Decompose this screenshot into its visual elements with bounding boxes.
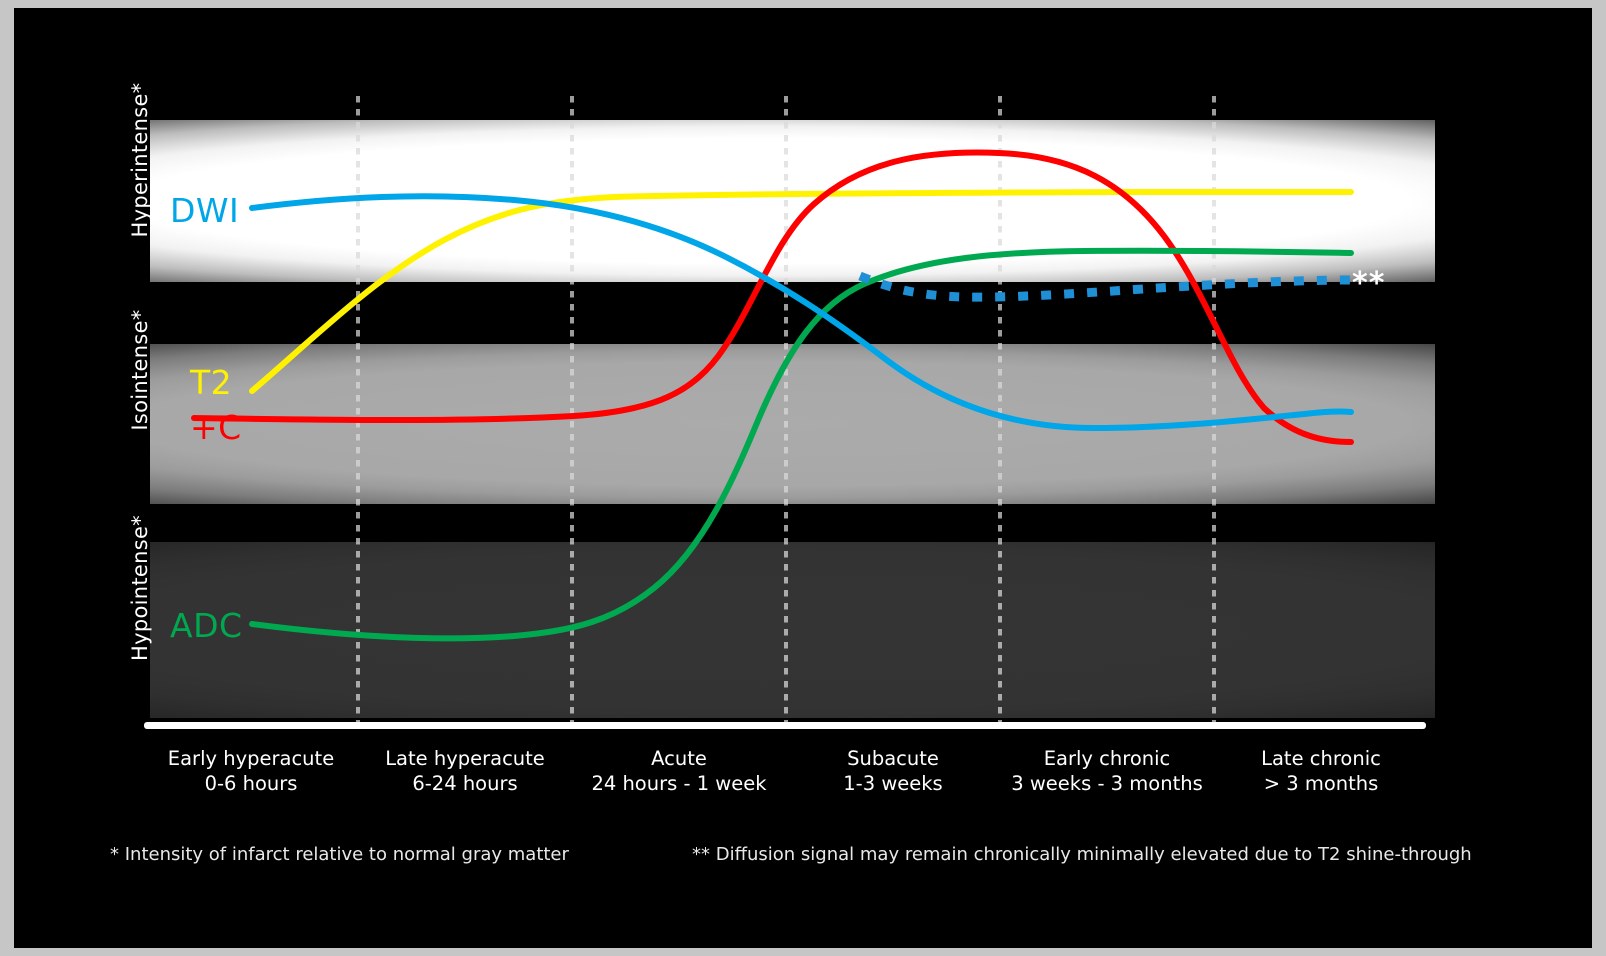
x-category-range: 0-6 hours bbox=[204, 772, 298, 795]
y-axis-label-hypointense: Hypointense* bbox=[128, 515, 152, 661]
footnote-double-star: ** Diffusion signal may remain chronical… bbox=[692, 844, 1472, 865]
intensity-band-isointense bbox=[150, 344, 1435, 504]
footnote-single-star: * Intensity of infarct relative to norma… bbox=[110, 844, 569, 865]
intensity-band-hyperintense bbox=[150, 120, 1435, 282]
x-category-range: 3 weeks - 3 months bbox=[1011, 772, 1203, 795]
y-axis-label-isointense: Isointense* bbox=[128, 309, 152, 431]
x-category-name: Subacute bbox=[847, 747, 939, 770]
x-category-range: 24 hours - 1 week bbox=[591, 772, 767, 795]
x-category-name: Late hyperacute bbox=[385, 747, 545, 770]
series-label-post-contrast: +C bbox=[190, 408, 242, 447]
gridline-1 bbox=[356, 96, 360, 722]
x-category-acute: Acute 24 hours - 1 week bbox=[572, 746, 786, 796]
x-category-name: Early hyperacute bbox=[167, 747, 335, 770]
x-category-subacute: Subacute 1-3 weeks bbox=[786, 746, 1000, 796]
x-category-name: Early chronic bbox=[1043, 747, 1171, 770]
x-category-early-chronic: Early chronic 3 weeks - 3 months bbox=[1000, 746, 1214, 796]
gridline-4 bbox=[998, 96, 1002, 722]
x-category-range: > 3 months bbox=[1263, 772, 1379, 795]
x-category-name: Late chronic bbox=[1261, 747, 1381, 770]
x-category-late-chronic: Late chronic > 3 months bbox=[1214, 746, 1428, 796]
series-label-dwi: DWI bbox=[170, 191, 240, 230]
gridline-2 bbox=[570, 96, 574, 722]
band-gradient-isointense bbox=[150, 344, 1435, 504]
x-category-late-hyperacute: Late hyperacute 6-24 hours bbox=[358, 746, 572, 796]
x-axis-line bbox=[144, 722, 1426, 729]
shine-through-footnote-marker: ** bbox=[1352, 266, 1386, 301]
x-category-name: Acute bbox=[651, 747, 707, 770]
x-category-range: 6-24 hours bbox=[412, 772, 518, 795]
figure-canvas: Hyperintense* Isointense* Hypointense* D… bbox=[14, 8, 1592, 948]
band-gradient-hypointense bbox=[150, 542, 1435, 718]
x-category-early-hyperacute: Early hyperacute 0-6 hours bbox=[144, 746, 358, 796]
gridline-3 bbox=[784, 96, 788, 722]
intensity-band-hypointense bbox=[150, 542, 1435, 718]
series-label-t2: T2 bbox=[190, 363, 233, 402]
band-gradient-hyperintense bbox=[150, 120, 1435, 282]
x-category-range: 1-3 weeks bbox=[843, 772, 943, 795]
gridline-5 bbox=[1212, 96, 1216, 722]
y-axis-label-hyperintense: Hyperintense* bbox=[128, 82, 152, 238]
series-label-adc: ADC bbox=[170, 606, 243, 645]
